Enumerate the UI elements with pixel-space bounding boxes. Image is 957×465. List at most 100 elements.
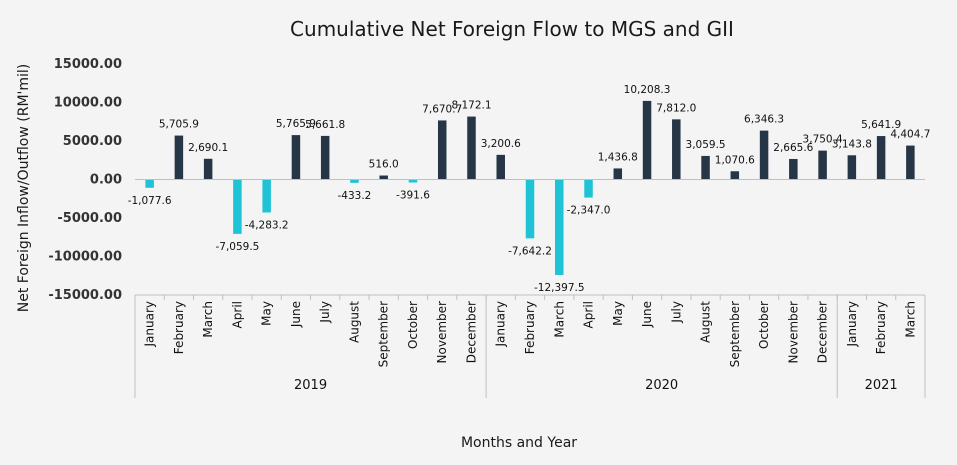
y-tick-label: 10000.00 (54, 96, 122, 111)
bars (145, 100, 915, 275)
y-tick-label: 15000.00 (54, 57, 122, 72)
x-tick-label: July (318, 301, 332, 324)
data-label: 3,059.5 (686, 139, 726, 151)
bar (320, 135, 330, 180)
data-label: 1,436.8 (598, 151, 638, 163)
data-label: -2,347.0 (567, 205, 611, 217)
bar (496, 154, 505, 180)
data-label: 1,070.6 (715, 154, 755, 166)
y-axis-title: Net Foreign Inflow/Outflow (RM'mil) (16, 64, 32, 313)
bar (789, 158, 798, 180)
year-label: 2020 (645, 378, 678, 393)
bar (730, 171, 740, 180)
data-label: 4,404.7 (890, 129, 930, 141)
data-label: 7,670.7 (422, 103, 462, 115)
x-tick-label: September (728, 301, 742, 367)
x-axis-title: Months and Year (461, 435, 577, 451)
x-tick-label: April (230, 301, 244, 328)
x-axis (135, 179, 925, 296)
x-tick-label: March (552, 301, 566, 338)
x-tick-label: October (406, 301, 420, 349)
data-label: -12,397.5 (534, 282, 585, 294)
data-label: 5,641.9 (861, 119, 901, 131)
data-labels: -1,077.6 5,705.9 2,690.1 -7,059.5 -4,283.2 5,… (128, 84, 931, 294)
data-label: 3,200.6 (481, 138, 521, 150)
y-tick-label: -15000.00 (48, 288, 122, 303)
bar (818, 150, 827, 180)
x-tick-label: April (582, 301, 596, 328)
x-tick-label: June (640, 301, 654, 328)
bar (876, 136, 886, 180)
chart-title: Cumulative Net Foreign Flow to MGS and G… (290, 17, 734, 41)
data-label: 5,661.8 (305, 119, 345, 131)
bar (291, 135, 301, 180)
data-label: -433.2 (338, 190, 372, 202)
bar (584, 179, 593, 198)
y-tick-label: -5000.00 (57, 211, 122, 226)
bar (613, 168, 623, 180)
bar (906, 145, 915, 180)
bar (672, 119, 681, 180)
bar (701, 155, 710, 180)
bar (174, 135, 184, 180)
data-label: 6,346.3 (744, 114, 784, 126)
bar (379, 175, 388, 180)
bar (145, 179, 154, 188)
data-label: 5,705.9 (159, 119, 199, 131)
x-tick-label: November (435, 301, 449, 363)
data-label: 516.0 (369, 159, 399, 171)
x-tick-label: August (699, 301, 713, 343)
bar (555, 179, 564, 275)
x-tick-label: December (816, 301, 830, 363)
y-tick-label: -10000.00 (48, 250, 122, 265)
bar (203, 158, 213, 180)
y-axis-ticks: 15000.00 10000.00 5000.00 0.00 -5000.00 -1000… (48, 57, 122, 303)
data-label: 7,812.0 (656, 102, 696, 114)
year-label: 2019 (294, 378, 327, 393)
data-label: -4,283.2 (245, 219, 289, 231)
bar (408, 179, 418, 183)
x-tick-label: October (757, 301, 771, 349)
bar (759, 130, 769, 180)
x-tick-label: December (464, 301, 478, 363)
year-label: 2021 (865, 378, 898, 393)
data-label: 10,208.3 (624, 84, 671, 96)
x-axis-ticks: January February March April May June July Augu… (134, 295, 926, 367)
x-tick-label: August (347, 301, 361, 343)
x-tick-label: February (172, 301, 186, 354)
data-label: 8,172.1 (451, 100, 491, 112)
x-tick-label: July (669, 301, 683, 324)
data-label: -391.6 (396, 190, 430, 202)
bar (437, 120, 447, 180)
data-label: -7,059.5 (215, 241, 259, 253)
x-tick-label: June (289, 301, 303, 328)
bar (467, 116, 476, 180)
x-tick-label: March (903, 301, 917, 338)
x-tick-label: November (786, 301, 800, 363)
year-groups: 2019 2020 2021 (134, 295, 926, 398)
x-tick-label: February (874, 301, 888, 354)
bar (233, 179, 242, 234)
bar (847, 155, 857, 180)
x-tick-label: February (523, 301, 537, 354)
data-label: -7,642.2 (508, 245, 552, 257)
data-label: -1,077.6 (128, 195, 172, 207)
bar (262, 179, 271, 213)
x-tick-label: May (611, 301, 625, 326)
bar (350, 179, 359, 183)
data-label: 5,765.9 (276, 118, 316, 130)
x-tick-label: January (845, 301, 859, 348)
data-label: 2,690.1 (188, 142, 228, 154)
data-label: 2,665.6 (773, 142, 813, 154)
x-tick-label: January (494, 301, 508, 348)
x-tick-label: January (143, 301, 157, 348)
y-tick-label: 0.00 (90, 173, 122, 188)
bar (642, 100, 652, 180)
x-tick-label: May (260, 301, 274, 326)
x-tick-label: March (201, 301, 215, 338)
bar (525, 179, 535, 239)
x-tick-label: September (377, 301, 391, 367)
y-tick-label: 5000.00 (63, 134, 122, 149)
